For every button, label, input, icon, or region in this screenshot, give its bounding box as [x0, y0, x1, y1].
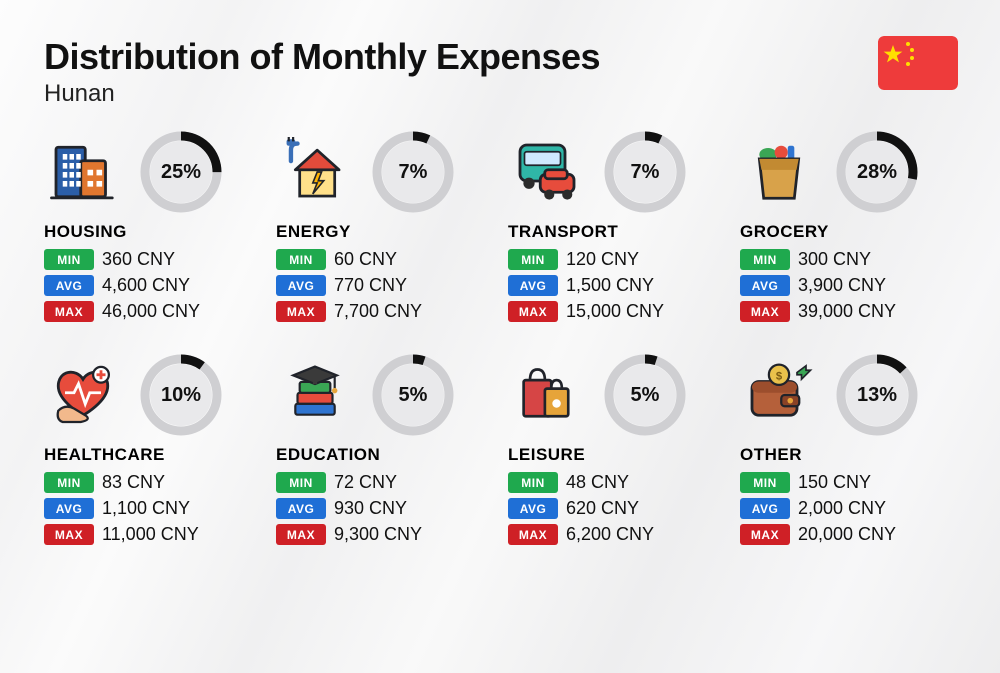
percent-ring: 13% — [836, 354, 918, 436]
avg-value: 4,600 CNY — [102, 275, 190, 296]
min-badge: MIN — [44, 472, 94, 493]
max-badge: MAX — [740, 524, 790, 545]
avg-badge: AVG — [276, 275, 326, 296]
min-badge: MIN — [508, 249, 558, 270]
avg-badge: AVG — [44, 498, 94, 519]
percent-ring: 10% — [140, 354, 222, 436]
percent-ring: 5% — [372, 354, 454, 436]
avg-value: 1,500 CNY — [566, 275, 654, 296]
category-name: LEISURE — [508, 445, 728, 465]
max-value: 11,000 CNY — [102, 524, 199, 545]
avg-badge: AVG — [508, 275, 558, 296]
percent-ring: 25% — [140, 131, 222, 213]
min-badge: MIN — [44, 249, 94, 270]
flag-icon — [878, 36, 958, 90]
percent-label: 5% — [614, 364, 676, 426]
category-card-other: $ 13% OTHER MIN 150 CNY AVG 2,000 CNY MA… — [740, 355, 960, 550]
category-name: TRANSPORT — [508, 222, 728, 242]
percent-label: 13% — [846, 364, 908, 426]
max-badge: MAX — [276, 524, 326, 545]
min-value: 120 CNY — [566, 249, 639, 270]
avg-value: 2,000 CNY — [798, 498, 886, 519]
grocery-bag-icon — [740, 133, 818, 211]
min-value: 72 CNY — [334, 472, 397, 493]
page-title: Distribution of Monthly Expenses — [44, 36, 1000, 78]
min-value: 150 CNY — [798, 472, 871, 493]
percent-label: 28% — [846, 141, 908, 203]
percent-label: 7% — [614, 141, 676, 203]
max-value: 46,000 CNY — [102, 301, 200, 322]
shopping-icon — [508, 356, 586, 434]
min-badge: MIN — [740, 472, 790, 493]
avg-value: 770 CNY — [334, 275, 407, 296]
min-badge: MIN — [508, 472, 558, 493]
max-value: 15,000 CNY — [566, 301, 664, 322]
max-badge: MAX — [508, 524, 558, 545]
max-badge: MAX — [276, 301, 326, 322]
category-name: EDUCATION — [276, 445, 496, 465]
max-badge: MAX — [44, 524, 94, 545]
max-value: 6,200 CNY — [566, 524, 654, 545]
percent-ring: 7% — [604, 131, 686, 213]
max-badge: MAX — [44, 301, 94, 322]
min-badge: MIN — [740, 249, 790, 270]
max-value: 7,700 CNY — [334, 301, 422, 322]
healthcare-icon — [44, 356, 122, 434]
min-value: 83 CNY — [102, 472, 165, 493]
category-card-housing: 25% HOUSING MIN 360 CNY AVG 4,600 CNY MA… — [44, 132, 264, 327]
avg-badge: AVG — [740, 275, 790, 296]
avg-value: 3,900 CNY — [798, 275, 886, 296]
percent-ring: 5% — [604, 354, 686, 436]
category-name: OTHER — [740, 445, 960, 465]
avg-value: 620 CNY — [566, 498, 639, 519]
page-subtitle: Hunan — [44, 80, 1000, 108]
category-card-transport: 7% TRANSPORT MIN 120 CNY AVG 1,500 CNY M… — [508, 132, 728, 327]
percent-label: 5% — [382, 364, 444, 426]
transport-icon — [508, 133, 586, 211]
svg-text:$: $ — [776, 370, 783, 382]
category-card-energy: 7% ENERGY MIN 60 CNY AVG 770 CNY MAX 7,7… — [276, 132, 496, 327]
min-value: 300 CNY — [798, 249, 871, 270]
buildings-icon — [44, 133, 122, 211]
max-value: 9,300 CNY — [334, 524, 422, 545]
percent-label: 25% — [150, 141, 212, 203]
wallet-icon: $ — [740, 356, 818, 434]
category-card-education: 5% EDUCATION MIN 72 CNY AVG 930 CNY MAX … — [276, 355, 496, 550]
max-badge: MAX — [740, 301, 790, 322]
percent-label: 10% — [150, 364, 212, 426]
category-name: HEALTHCARE — [44, 445, 264, 465]
avg-badge: AVG — [276, 498, 326, 519]
category-card-leisure: 5% LEISURE MIN 48 CNY AVG 620 CNY MAX 6,… — [508, 355, 728, 550]
min-value: 360 CNY — [102, 249, 175, 270]
min-badge: MIN — [276, 472, 326, 493]
avg-badge: AVG — [44, 275, 94, 296]
energy-house-icon — [276, 133, 354, 211]
max-value: 20,000 CNY — [798, 524, 896, 545]
max-value: 39,000 CNY — [798, 301, 896, 322]
category-grid: 25% HOUSING MIN 360 CNY AVG 4,600 CNY MA… — [0, 108, 1000, 550]
percent-label: 7% — [382, 141, 444, 203]
avg-badge: AVG — [740, 498, 790, 519]
category-name: HOUSING — [44, 222, 264, 242]
avg-value: 930 CNY — [334, 498, 407, 519]
avg-badge: AVG — [508, 498, 558, 519]
avg-value: 1,100 CNY — [102, 498, 190, 519]
min-value: 48 CNY — [566, 472, 629, 493]
education-icon — [276, 356, 354, 434]
percent-ring: 28% — [836, 131, 918, 213]
category-name: GROCERY — [740, 222, 960, 242]
min-value: 60 CNY — [334, 249, 397, 270]
percent-ring: 7% — [372, 131, 454, 213]
max-badge: MAX — [508, 301, 558, 322]
category-card-grocery: 28% GROCERY MIN 300 CNY AVG 3,900 CNY MA… — [740, 132, 960, 327]
category-card-healthcare: 10% HEALTHCARE MIN 83 CNY AVG 1,100 CNY … — [44, 355, 264, 550]
category-name: ENERGY — [276, 222, 496, 242]
min-badge: MIN — [276, 249, 326, 270]
